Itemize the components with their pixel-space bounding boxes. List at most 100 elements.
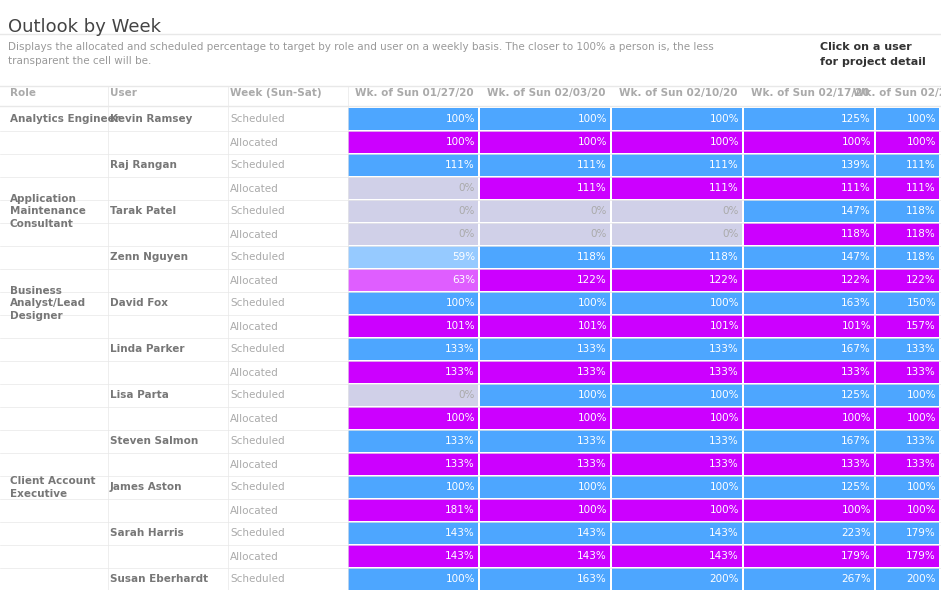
Bar [612,522,742,544]
Text: 100%: 100% [710,505,739,515]
Bar [612,499,742,521]
Bar [348,177,478,199]
Text: 100%: 100% [710,413,739,423]
Text: Steven Salmon: Steven Salmon [110,437,199,447]
Text: 143%: 143% [710,528,739,538]
Text: Allocated: Allocated [230,368,279,378]
Bar [612,338,742,360]
Text: Allocated: Allocated [230,552,279,562]
Bar [480,407,610,429]
Text: 118%: 118% [710,252,739,262]
Bar [744,499,874,521]
Bar [744,453,874,475]
Bar [612,453,742,475]
Text: 167%: 167% [841,344,871,354]
Bar [876,545,939,567]
Text: 133%: 133% [906,367,936,377]
Bar [876,430,939,452]
Text: 118%: 118% [577,252,607,262]
Text: Analytics Engineer: Analytics Engineer [10,114,120,124]
Text: 118%: 118% [906,206,936,216]
Bar [744,568,874,590]
Bar [612,407,742,429]
Text: 0%: 0% [591,229,607,239]
Bar [480,315,610,337]
Bar [348,154,478,176]
Bar [744,315,874,337]
Bar [480,453,610,475]
Text: 100%: 100% [906,390,936,400]
Bar [876,315,939,337]
Text: 100%: 100% [841,137,871,147]
Bar [612,384,742,406]
Text: 118%: 118% [841,229,871,239]
Text: 100%: 100% [445,574,475,584]
Text: 100%: 100% [578,137,607,147]
Text: 143%: 143% [577,551,607,561]
Bar [612,246,742,268]
Text: 100%: 100% [906,413,936,423]
Text: 111%: 111% [710,183,739,193]
Bar [744,246,874,268]
Text: 133%: 133% [906,344,936,354]
Text: 122%: 122% [577,275,607,285]
Text: Wk. of Sun 02/03/20: Wk. of Sun 02/03/20 [486,88,605,98]
Text: 133%: 133% [577,367,607,377]
Bar [348,131,478,153]
Bar [744,476,874,498]
Text: 179%: 179% [906,528,936,538]
Bar [612,361,742,383]
Text: 100%: 100% [710,137,739,147]
Text: Allocated: Allocated [230,276,279,286]
Text: 147%: 147% [841,206,871,216]
Bar [348,384,478,406]
Bar [744,108,874,130]
Text: 100%: 100% [841,505,871,515]
Text: Allocated: Allocated [230,230,279,240]
Text: Susan Eberhardt: Susan Eberhardt [110,575,208,585]
Text: Allocated: Allocated [230,414,279,424]
Text: Allocated: Allocated [230,183,279,194]
Bar [480,338,610,360]
Bar [348,545,478,567]
Bar [480,499,610,521]
Bar [876,568,939,590]
Bar [876,269,939,291]
Text: 181%: 181% [445,505,475,515]
Text: 125%: 125% [841,482,871,492]
Text: 267%: 267% [841,574,871,584]
Text: 122%: 122% [841,275,871,285]
Bar [348,499,478,521]
Text: 111%: 111% [445,160,475,170]
Bar [744,384,874,406]
Bar [744,269,874,291]
Bar [744,338,874,360]
Text: 100%: 100% [710,390,739,400]
Text: 100%: 100% [906,137,936,147]
Text: 133%: 133% [906,436,936,446]
Text: Allocated: Allocated [230,137,279,148]
Bar [876,499,939,521]
Text: 139%: 139% [841,160,871,170]
Bar [480,361,610,383]
Text: Displays the allocated and scheduled percentage to target by role and user on a : Displays the allocated and scheduled per… [8,42,714,66]
Text: Week (Sun-Sat): Week (Sun-Sat) [230,88,322,98]
Bar [744,522,874,544]
Bar [480,223,610,245]
Text: Lisa Parta: Lisa Parta [110,391,168,401]
Bar [348,453,478,475]
Text: 100%: 100% [445,137,475,147]
Bar [348,269,478,291]
Text: 101%: 101% [841,321,871,331]
Text: Zenn Nguyen: Zenn Nguyen [110,253,188,263]
Text: Scheduled: Scheduled [230,437,284,447]
Text: 143%: 143% [710,551,739,561]
Text: 100%: 100% [445,413,475,423]
Text: 133%: 133% [710,436,739,446]
Text: 111%: 111% [710,160,739,170]
Text: 118%: 118% [906,252,936,262]
Bar [612,108,742,130]
Text: Wk. of Sun 02/17/20: Wk. of Sun 02/17/20 [751,88,869,98]
Text: 100%: 100% [841,413,871,423]
Text: 133%: 133% [577,344,607,354]
